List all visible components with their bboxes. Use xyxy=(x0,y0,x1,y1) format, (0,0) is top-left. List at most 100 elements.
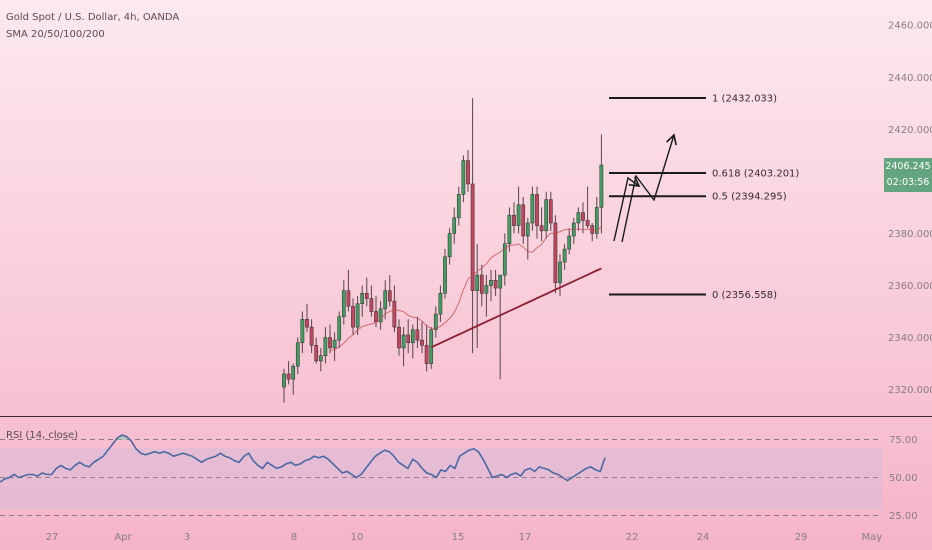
candle-down xyxy=(369,298,374,312)
price-tick-label: 2380.000 xyxy=(888,229,932,240)
time-tick-label: 22 xyxy=(626,532,639,543)
rsi-legend[interactable]: RSI (14, close) xyxy=(6,430,79,441)
sma-fast-line xyxy=(329,226,602,351)
symbol-title[interactable]: Gold Spot / U.S. Dollar, 4h, OANDA xyxy=(6,12,180,23)
candle-down xyxy=(424,345,429,364)
candle-down xyxy=(535,194,539,226)
candle-up xyxy=(383,290,388,310)
time-axis: 27 Apr 3 8 10 15 17 22 24 29 May xyxy=(46,532,883,543)
price-tick-label: 2340.000 xyxy=(888,333,932,344)
sma-legend[interactable]: SMA 20/50/100/200 xyxy=(6,29,105,40)
candle-up xyxy=(410,329,415,343)
candlestick-series xyxy=(282,98,604,403)
candle-up xyxy=(456,194,461,219)
projection-arrow-2 xyxy=(621,133,677,243)
candle-down xyxy=(539,225,544,232)
time-tick-label: Apr xyxy=(114,532,132,543)
candle-up xyxy=(318,355,323,362)
rsi-band xyxy=(0,448,882,510)
candle-up xyxy=(282,373,286,388)
candle-up xyxy=(525,222,530,237)
candle-down xyxy=(328,337,332,349)
candle-up xyxy=(507,214,512,245)
time-tick-label: 3 xyxy=(184,532,190,543)
rsi-axis: 75.00 50.00 25.00 xyxy=(889,435,918,522)
candle-down xyxy=(512,214,516,226)
time-tick-label: 17 xyxy=(519,532,532,543)
candle-up xyxy=(401,334,406,349)
rsi-line xyxy=(0,434,606,483)
time-tick-label: 8 xyxy=(291,532,297,543)
price-tick-label: 2320.000 xyxy=(888,385,932,396)
candle-down xyxy=(351,306,355,328)
price-tick-label: 2440.000 xyxy=(888,73,932,84)
rsi-tick-label: 50.00 xyxy=(889,473,918,484)
candle-down xyxy=(585,220,590,226)
candle-up xyxy=(332,339,337,349)
time-tick-label: 29 xyxy=(795,532,808,543)
candle-up xyxy=(378,308,383,323)
fib-label: 1 (2432.033) xyxy=(712,93,777,104)
candle-down xyxy=(415,329,420,341)
candle-up xyxy=(438,293,443,315)
candle-down xyxy=(420,339,424,346)
candle-up xyxy=(558,261,562,284)
candle-up xyxy=(562,248,567,263)
candle-up xyxy=(489,280,493,286)
candle-up xyxy=(443,256,447,294)
rsi-series xyxy=(0,434,606,483)
fib-label: 0.5 (2394.295) xyxy=(712,192,787,203)
time-tick-label: 15 xyxy=(452,532,465,543)
last-price-tag: 2406.245 02:03:56 xyxy=(884,158,932,192)
candle-down xyxy=(521,204,526,237)
candle-down xyxy=(479,274,484,294)
candle-up xyxy=(355,303,360,328)
fib-label: 0 (2356.558) xyxy=(712,290,777,301)
candle-down xyxy=(387,290,392,302)
candle-up xyxy=(452,217,457,234)
candle-down xyxy=(553,222,558,284)
candle-down xyxy=(364,293,369,299)
candle-up xyxy=(498,274,503,289)
candle-down xyxy=(581,212,585,221)
candle-up xyxy=(567,235,572,250)
projection-arrow-1 xyxy=(613,176,641,242)
candle-down xyxy=(392,300,397,328)
candle-up xyxy=(291,365,296,380)
candle-down xyxy=(314,345,319,362)
bar-countdown: 02:03:56 xyxy=(886,177,930,188)
candle-down xyxy=(346,290,351,307)
candle-up xyxy=(576,212,581,224)
candle-up xyxy=(360,293,365,304)
candle-up xyxy=(475,274,480,291)
candle-down xyxy=(309,326,314,346)
candle-up xyxy=(530,194,535,224)
candle-up xyxy=(295,342,300,367)
candle-down xyxy=(286,373,291,380)
candle-down xyxy=(406,334,411,343)
price-tick-label: 2460.000 xyxy=(888,21,932,32)
candle-down xyxy=(548,199,553,224)
last-price: 2406.245 xyxy=(885,161,931,172)
time-tick-label: 27 xyxy=(46,532,59,543)
candle-down xyxy=(397,326,401,349)
candle-up xyxy=(300,319,305,343)
candle-up xyxy=(484,285,489,294)
candle-down xyxy=(305,319,309,328)
candle-up xyxy=(433,313,438,330)
rsi-tick-label: 75.00 xyxy=(889,435,918,446)
candle-down xyxy=(470,183,475,291)
candle-up xyxy=(323,337,328,357)
candle-down xyxy=(493,280,498,289)
candle-up xyxy=(447,233,452,258)
candle-down xyxy=(466,160,470,185)
fibonacci-levels: 1 (2432.033) 0.618 (2403.201) 0.5 (2394.29… xyxy=(609,93,799,301)
candle-up xyxy=(544,199,549,232)
rsi-tick-label: 25.00 xyxy=(889,511,918,522)
time-tick-label: 10 xyxy=(351,532,364,543)
fib-label: 0.618 (2403.201) xyxy=(712,169,799,180)
candle-up xyxy=(461,160,466,195)
candle-up xyxy=(337,316,342,341)
sma-slow-line xyxy=(430,267,602,349)
